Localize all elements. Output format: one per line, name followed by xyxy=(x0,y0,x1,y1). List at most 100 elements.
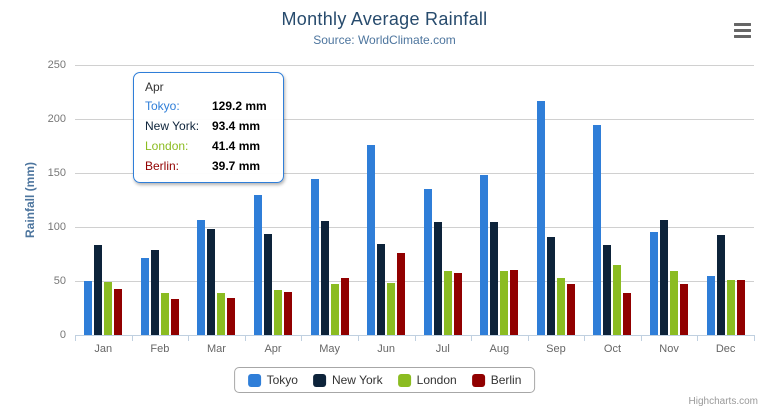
x-axis-label-feb: Feb xyxy=(150,343,170,355)
bar-tokyo-jul[interactable] xyxy=(423,189,432,335)
tooltip: Apr Tokyo: 129.2 mm New York: 93.4 mm London… xyxy=(133,72,284,183)
bar-berlin-aug[interactable] xyxy=(510,270,519,335)
bar-tokyo-feb[interactable] xyxy=(140,258,149,335)
x-axis-tick xyxy=(188,336,189,341)
bar-tokyo-apr[interactable] xyxy=(254,195,263,335)
export-menu-button[interactable] xyxy=(733,22,752,39)
credits-link[interactable]: Highcharts.com xyxy=(688,396,758,407)
bar-london-jul[interactable] xyxy=(443,271,452,335)
bar-tokyo-oct[interactable] xyxy=(593,125,602,335)
bar-berlin-apr[interactable] xyxy=(284,292,293,335)
tooltip-series-value: 93.4 mm xyxy=(212,119,261,133)
bar-new-york-apr[interactable] xyxy=(264,234,273,335)
bar-london-sep[interactable] xyxy=(556,278,565,335)
y-axis-tick-label: 0 xyxy=(59,329,66,341)
bar-berlin-jan[interactable] xyxy=(114,289,123,335)
bar-london-oct[interactable] xyxy=(613,265,622,335)
legend-symbol xyxy=(397,373,411,387)
bar-new-york-oct[interactable] xyxy=(603,245,612,335)
bar-london-nov[interactable] xyxy=(670,271,679,335)
bar-new-york-sep[interactable] xyxy=(546,237,555,335)
x-axis-label-jul: Jul xyxy=(435,343,450,355)
tooltip-series-label: New York: xyxy=(145,119,200,133)
bar-tokyo-mar[interactable] xyxy=(197,220,206,335)
bar-berlin-nov[interactable] xyxy=(680,284,689,335)
bar-berlin-dec[interactable] xyxy=(736,280,745,335)
bar-berlin-jun[interactable] xyxy=(397,253,406,335)
legend-label: London xyxy=(416,373,457,387)
bar-london-may[interactable] xyxy=(330,284,339,335)
tooltip-row: Tokyo: 129.2 mm xyxy=(145,96,267,116)
x-axis-tick xyxy=(75,336,76,341)
bar-new-york-may[interactable] xyxy=(320,221,329,335)
bar-new-york-jul[interactable] xyxy=(433,222,442,335)
x-axis-tick xyxy=(528,336,529,341)
category-group-jul xyxy=(414,65,471,335)
bar-tokyo-dec[interactable] xyxy=(706,276,715,335)
bar-new-york-jan[interactable] xyxy=(94,245,103,335)
y-axis-tick-label: 150 xyxy=(47,167,66,179)
bar-london-jan[interactable] xyxy=(104,282,113,335)
bar-berlin-sep[interactable] xyxy=(566,284,575,335)
tooltip-series-label: London: xyxy=(145,139,189,153)
tooltip-row: London: 41.4 mm xyxy=(145,136,267,156)
gridline xyxy=(75,281,754,282)
bar-london-jun[interactable] xyxy=(387,283,396,335)
y-axis-tick-label: 50 xyxy=(53,275,66,287)
x-axis-label-oct: Oct xyxy=(603,343,622,355)
legend: Tokyo New York London Berlin xyxy=(233,367,536,393)
x-axis-tick xyxy=(697,336,698,341)
x-axis-tick xyxy=(584,336,585,341)
bar-berlin-may[interactable] xyxy=(340,278,349,335)
x-axis-tick xyxy=(245,336,246,341)
bar-tokyo-aug[interactable] xyxy=(480,175,489,335)
category-group-apr xyxy=(245,65,302,335)
x-axis-label-apr: Apr xyxy=(264,343,282,355)
x-axis-label-jun: Jun xyxy=(377,343,396,355)
tooltip-row: Berlin: 39.7 mm xyxy=(145,156,267,176)
bar-tokyo-jan[interactable] xyxy=(84,281,93,335)
legend-symbol xyxy=(471,373,485,387)
x-axis-line xyxy=(75,335,755,336)
category-group-oct xyxy=(584,65,641,335)
y-axis-tick-label: 100 xyxy=(47,221,66,233)
legend-item-new-york[interactable]: New York xyxy=(312,373,383,387)
bar-london-aug[interactable] xyxy=(500,271,509,335)
x-axis-label-nov: Nov xyxy=(659,343,679,355)
bar-new-york-aug[interactable] xyxy=(490,222,499,335)
x-axis-label-dec: Dec xyxy=(715,343,736,355)
tooltip-row: New York: 93.4 mm xyxy=(145,116,267,136)
tooltip-series-label: Tokyo: xyxy=(145,99,180,113)
tooltip-series-value: 39.7 mm xyxy=(212,159,261,173)
bar-new-york-jun[interactable] xyxy=(377,244,386,335)
category-group-may xyxy=(301,65,358,335)
x-axis-tick xyxy=(471,336,472,341)
bar-new-york-feb[interactable] xyxy=(150,250,159,335)
x-axis-tick xyxy=(132,336,133,341)
bar-tokyo-nov[interactable] xyxy=(650,232,659,335)
bar-tokyo-sep[interactable] xyxy=(536,101,545,335)
bar-london-dec[interactable] xyxy=(726,280,735,335)
bar-london-apr[interactable] xyxy=(274,290,283,335)
legend-symbol xyxy=(247,373,261,387)
y-axis-tick-label: 250 xyxy=(47,59,66,71)
bar-london-mar[interactable] xyxy=(217,293,226,335)
y-axis-tick-label: 200 xyxy=(47,113,66,125)
bar-tokyo-jun[interactable] xyxy=(367,145,376,335)
x-axis-tick xyxy=(415,336,416,341)
legend-item-tokyo[interactable]: Tokyo xyxy=(247,373,298,387)
x-axis-tick xyxy=(301,336,302,341)
bar-berlin-mar[interactable] xyxy=(227,298,236,335)
hamburger-icon xyxy=(734,23,751,26)
bar-new-york-dec[interactable] xyxy=(716,235,725,335)
category-group-feb xyxy=(132,65,189,335)
bar-berlin-jul[interactable] xyxy=(453,273,462,335)
legend-item-berlin[interactable]: Berlin xyxy=(471,373,521,387)
legend-item-london[interactable]: London xyxy=(397,373,457,387)
bar-berlin-feb[interactable] xyxy=(170,299,179,335)
bar-tokyo-may[interactable] xyxy=(310,179,319,335)
bar-berlin-oct[interactable] xyxy=(623,293,632,335)
bar-new-york-nov[interactable] xyxy=(660,220,669,335)
bar-new-york-mar[interactable] xyxy=(207,229,216,335)
bar-london-feb[interactable] xyxy=(160,293,169,335)
